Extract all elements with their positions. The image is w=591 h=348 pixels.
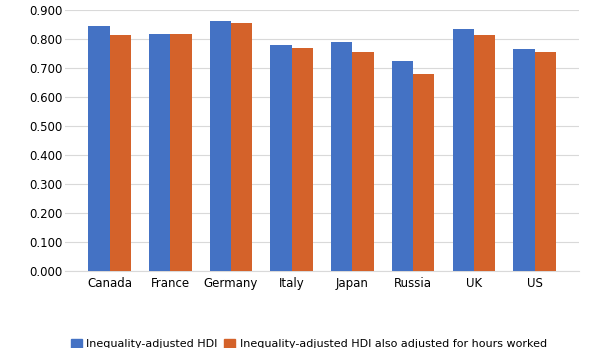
Bar	[292, 48, 313, 271]
Legend: Inequality-adjusted HDI, Inequality-adjusted HDI also adjusted for hours worked: Inequality-adjusted HDI, Inequality-adju…	[70, 339, 547, 348]
Bar	[392, 61, 413, 271]
Bar	[170, 34, 191, 271]
Bar	[149, 34, 170, 271]
Bar	[453, 29, 474, 271]
Bar	[535, 52, 556, 271]
Bar	[109, 35, 131, 271]
Bar	[271, 45, 292, 271]
Bar	[89, 26, 109, 271]
Bar	[210, 21, 231, 271]
Bar	[474, 35, 495, 271]
Bar	[231, 24, 252, 271]
Bar	[514, 49, 535, 271]
Bar	[331, 42, 352, 271]
Bar	[352, 52, 374, 271]
Bar	[413, 74, 434, 271]
